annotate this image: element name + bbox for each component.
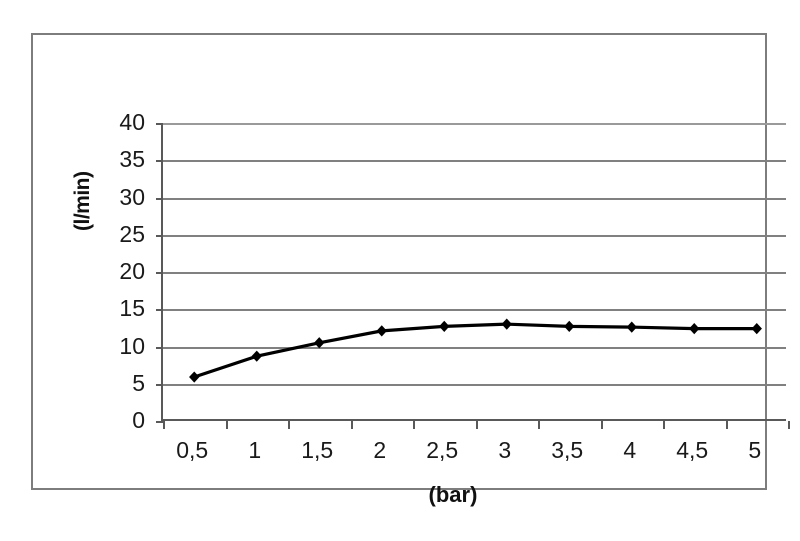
x-axis-title: (bar) xyxy=(33,482,800,508)
gridline xyxy=(163,197,786,200)
x-tick-mark xyxy=(788,421,790,429)
x-tick-label: 3,5 xyxy=(551,437,584,463)
x-tick-label: 2 xyxy=(373,437,387,463)
gridline xyxy=(163,123,786,125)
y-tick-mark xyxy=(156,272,163,274)
y-tick-label: 25 xyxy=(119,220,145,247)
y-tick-mark xyxy=(156,123,163,125)
y-tick-label: 15 xyxy=(119,295,145,322)
x-tick-mark xyxy=(413,421,415,429)
x-tick-mark xyxy=(225,421,228,429)
gridlines xyxy=(156,123,790,429)
y-tick-label: 5 xyxy=(132,369,145,396)
x-tick-label: 1,5 xyxy=(301,437,334,463)
gridline xyxy=(163,272,786,274)
gridline xyxy=(163,346,786,349)
y-tick-mark xyxy=(156,197,163,200)
gridline xyxy=(163,234,786,237)
chart-frame: (l/min) (bar) 0 5 10 15 20 25 30 35 40 0,5 1 1,5 2 2,… xyxy=(31,33,790,507)
data-point-marker xyxy=(376,325,387,337)
data-point-marker xyxy=(189,371,200,383)
x-tick-label: 1 xyxy=(248,437,262,463)
y-tick-label: 10 xyxy=(119,332,145,359)
gridline xyxy=(163,383,786,386)
data-point-marker xyxy=(751,323,762,335)
x-tick-mark xyxy=(725,421,728,429)
x-tick-mark xyxy=(600,421,603,429)
y-tick-mark xyxy=(156,160,163,163)
gridline xyxy=(163,309,786,312)
y-tick-label: 30 xyxy=(119,183,145,210)
x-tick-label: 4 xyxy=(623,437,637,463)
x-tick-label: 5 xyxy=(748,437,762,463)
x-tick-label: 4,5 xyxy=(676,437,709,463)
y-axis-title: (l/min) xyxy=(71,171,94,232)
data-point-marker xyxy=(251,350,262,362)
y-tick-label: 40 xyxy=(119,109,145,135)
plot-area xyxy=(156,123,790,429)
data-point-marker xyxy=(689,323,700,335)
data-point-marker xyxy=(314,337,325,349)
x-tick-mark xyxy=(475,421,478,429)
y-tick-mark xyxy=(156,346,163,349)
x-tick-mark xyxy=(663,421,665,429)
x-axis-title-text: (bar) xyxy=(428,482,478,507)
data-point-marker xyxy=(439,320,450,332)
x-tick-mark xyxy=(538,421,540,429)
x-tick-mark xyxy=(350,421,353,429)
data-point-marker xyxy=(626,321,637,333)
line-series xyxy=(189,318,762,383)
gridline xyxy=(163,160,786,163)
x-tick-label: 0,5 xyxy=(176,437,209,463)
x-tick-label: 2,5 xyxy=(426,437,459,463)
x-tick-mark xyxy=(288,421,290,429)
y-tick-mark xyxy=(156,421,163,423)
y-tick-label: 20 xyxy=(119,258,145,284)
y-tick-mark xyxy=(156,309,163,312)
y-tick-mark xyxy=(156,234,163,237)
y-tick-label: 35 xyxy=(119,146,145,173)
y-tick-label: 0 xyxy=(132,407,145,433)
y-tick-mark xyxy=(156,383,163,386)
data-point-marker xyxy=(564,320,575,332)
series-line xyxy=(193,322,757,379)
x-tick-mark xyxy=(163,421,165,429)
x-tick-label: 3 xyxy=(498,437,512,463)
plot-inner xyxy=(156,123,790,429)
data-point-marker xyxy=(501,318,512,330)
